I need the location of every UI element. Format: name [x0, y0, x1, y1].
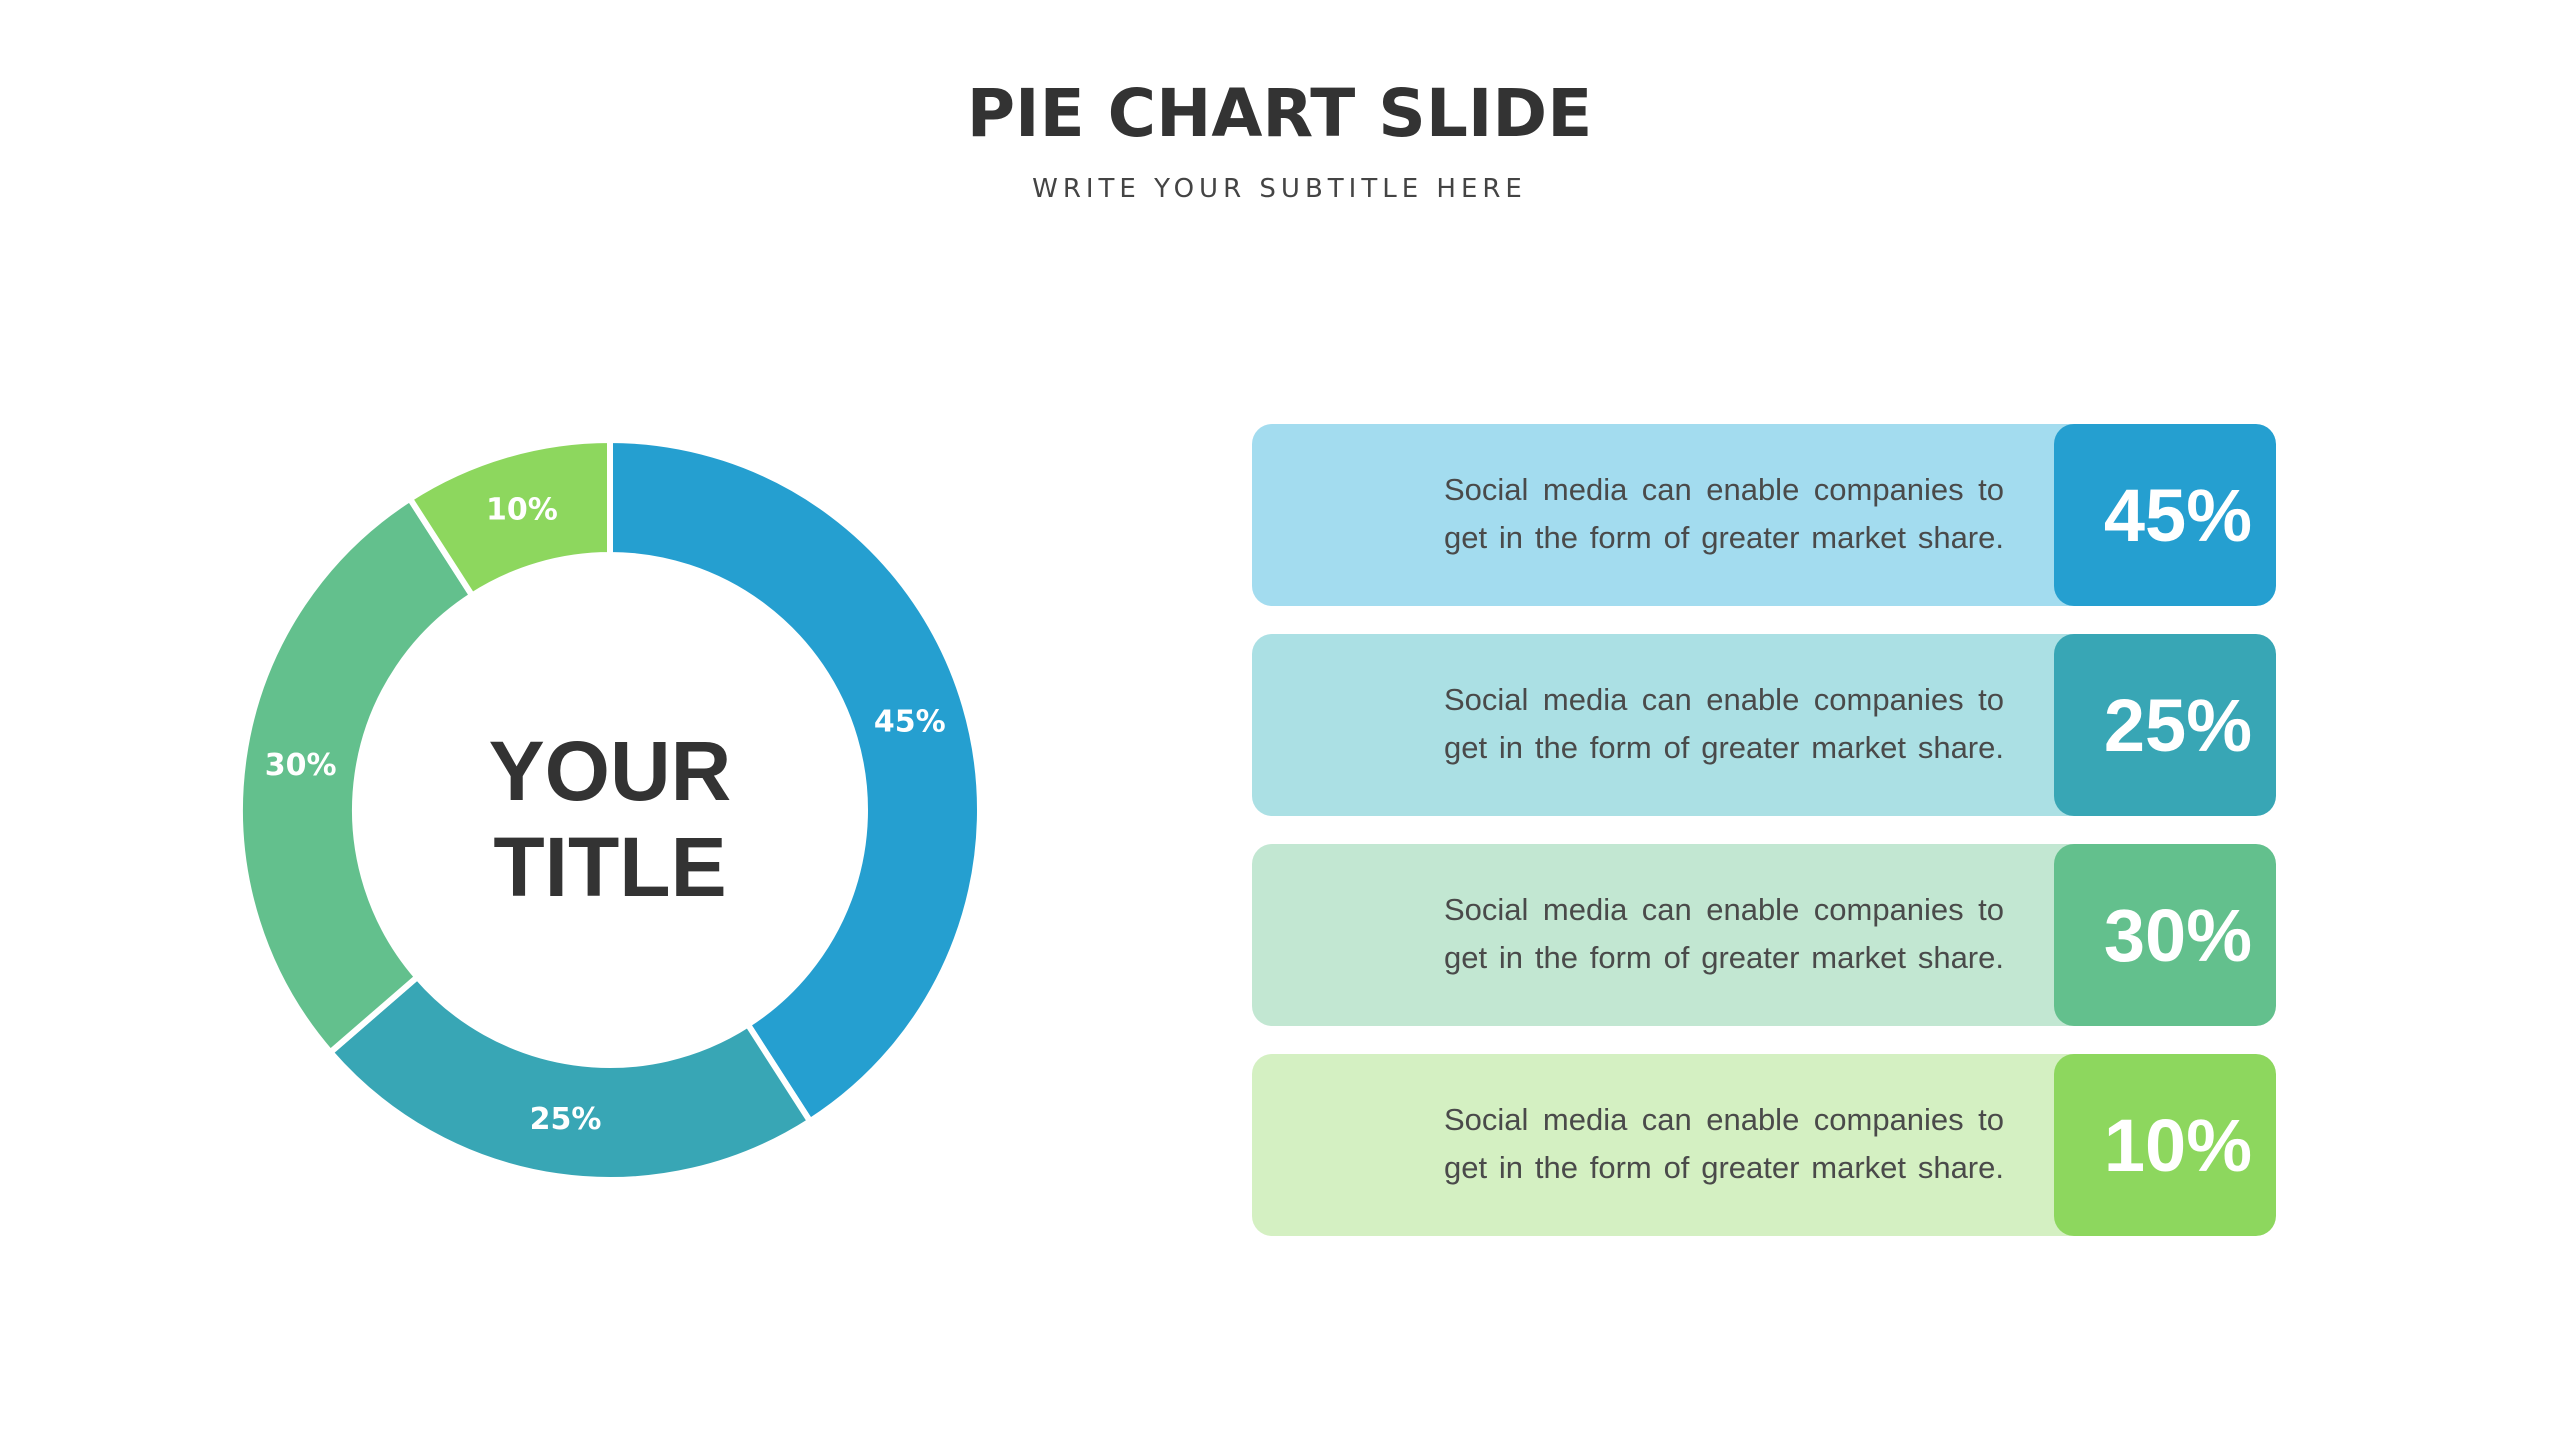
center-title-line1: YOUR: [489, 724, 732, 818]
legend-row: Social media can enable companies to get…: [1252, 844, 2276, 1026]
percent-value: 30%: [2103, 893, 2252, 977]
donut-chart: 45% 25% 30% 10% YOUR TITLE: [237, 436, 983, 1183]
percent-value: 10%: [2103, 1103, 2252, 1187]
center-title-line2: TITLE: [493, 820, 726, 914]
row-description-line1: Social media can enable companies to: [1444, 1102, 2004, 1137]
legend-row: Social media can enable companies to get…: [1252, 424, 2276, 606]
row-description-line2: get in the form of greater market share.: [1444, 520, 2004, 555]
legend-row: Social media can enable companies to get…: [1252, 634, 2276, 816]
legend-rows: Social media can enable companies to get…: [1252, 424, 2276, 1264]
percent-badge: 10%: [2054, 1054, 2276, 1236]
slice-label: 10%: [486, 493, 558, 528]
slice-label: 45%: [874, 704, 946, 739]
row-description-line2: get in the form of greater market share.: [1444, 1150, 2004, 1185]
slice-label: 30%: [265, 748, 337, 783]
row-description: Social media can enable companies to get…: [1444, 676, 2004, 772]
percent-value: 45%: [2103, 473, 2252, 557]
row-description-line2: get in the form of greater market share.: [1444, 940, 2004, 975]
slide-title: PIE CHART SLIDE: [966, 75, 1593, 152]
row-description-line1: Social media can enable companies to: [1444, 682, 2004, 717]
percent-value: 25%: [2103, 683, 2252, 767]
slide-subtitle: WRITE YOUR SUBTITLE HERE: [1032, 174, 1527, 204]
donut-slice: [326, 972, 815, 1183]
row-description-line1: Social media can enable companies to: [1444, 472, 2004, 507]
donut-slices: [237, 436, 983, 1183]
row-description: Social media can enable companies to get…: [1444, 1096, 2004, 1192]
percent-badge: 45%: [2054, 424, 2276, 606]
percent-badge: 25%: [2054, 634, 2276, 816]
slice-label: 25%: [530, 1102, 602, 1137]
donut-slice: [405, 436, 613, 600]
donut-slice: [237, 494, 477, 1057]
percent-badge: 30%: [2054, 844, 2276, 1026]
legend-row: Social media can enable companies to get…: [1252, 1054, 2276, 1236]
row-description-line1: Social media can enable companies to: [1444, 892, 2004, 927]
row-description: Social media can enable companies to get…: [1444, 466, 2004, 562]
donut-slice: [607, 436, 983, 1126]
row-description: Social media can enable companies to get…: [1444, 886, 2004, 982]
donut-slice-labels: 45% 25% 30% 10%: [265, 493, 946, 1137]
row-description-line2: get in the form of greater market share.: [1444, 730, 2004, 765]
